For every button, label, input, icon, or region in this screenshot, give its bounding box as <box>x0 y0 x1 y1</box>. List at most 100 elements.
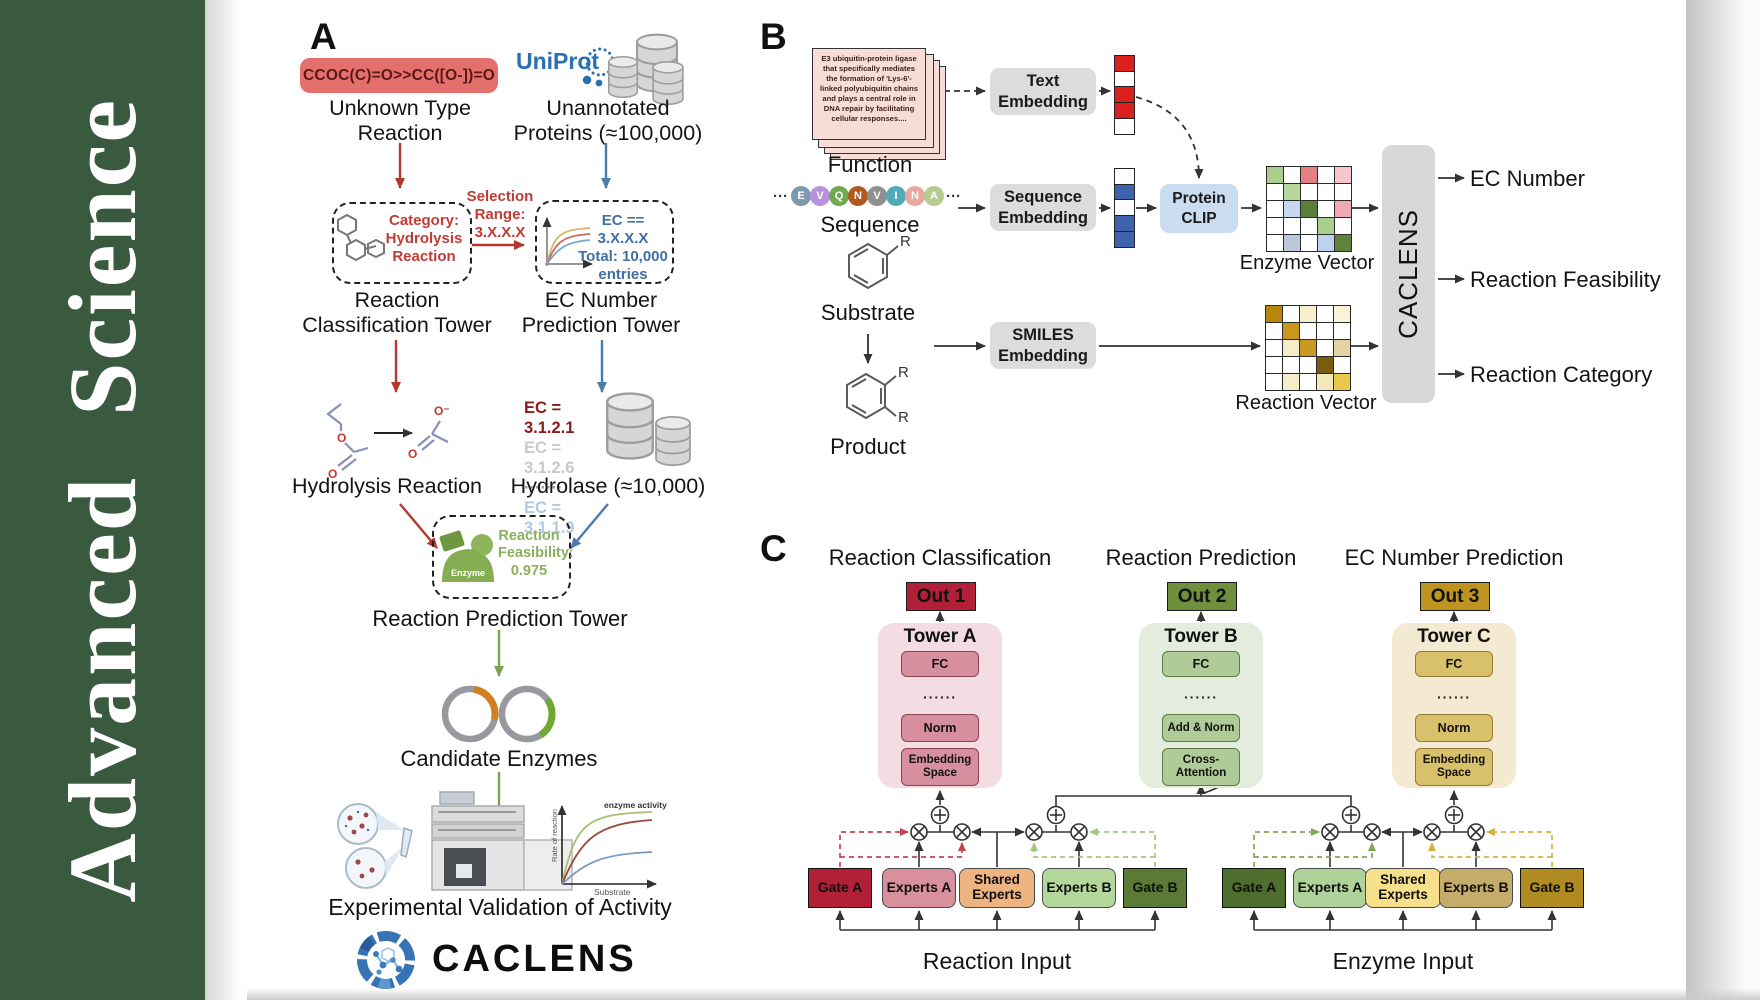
plot-curve-label: enzyme activity <box>604 800 667 810</box>
enzyme-vector-matrix <box>1266 166 1353 253</box>
gate-routes <box>839 828 1553 867</box>
page-edge-gradient <box>1686 0 1760 1000</box>
tower-c: Tower C FC ······ Norm Embedding Space <box>1392 623 1516 788</box>
sum-node <box>930 805 950 825</box>
substrate-label: Substrate <box>820 300 916 325</box>
panel-b-arrows <box>863 86 1465 379</box>
tower-a-norm: Norm <box>901 714 979 742</box>
enzyme-shared-experts: Shared Experts <box>1365 868 1441 908</box>
kinetics-icon <box>542 217 593 269</box>
enzyme-input-label: Enzyme Input <box>1332 948 1474 974</box>
product-node <box>910 823 928 841</box>
enzyme-icon: Enzyme <box>439 530 494 582</box>
unannotated-proteins-label: Unannotated Proteins (≈100,000) <box>513 96 703 146</box>
feasibility-text: Reaction Feasibility: 0.975 <box>498 528 574 579</box>
hplc-instrument-icon <box>431 791 573 891</box>
text-embedding-vector <box>1114 55 1135 136</box>
residue-token: V <box>867 186 887 206</box>
enzyme-badge-text: Enzyme <box>451 568 485 578</box>
ester-structure-icon <box>326 403 369 471</box>
residue-token: V <box>810 186 830 206</box>
matrix-cell <box>1281 355 1301 375</box>
classification-tower-label: Reaction Classification Tower <box>302 288 492 338</box>
feasibility-box <box>432 515 571 599</box>
uniprot-wordmark: UniProt <box>516 48 600 74</box>
substrate-structure-icon <box>848 242 899 290</box>
protein-clip-box: Protein CLIP <box>1160 184 1238 233</box>
sequence-tokens: ··· E V Q N V I N A ··· <box>770 186 970 206</box>
matrix-cell <box>1332 321 1352 341</box>
matrix-cell <box>1298 355 1318 375</box>
column-title-ec-number-prediction: EC Number Prediction <box>1344 545 1564 570</box>
tower-a-name: Tower A <box>903 626 977 647</box>
panel-b-label: B <box>760 16 787 57</box>
product-node <box>1025 823 1043 841</box>
category-text: Category: Hydrolysis Reaction <box>385 212 463 265</box>
sequence-embedding-vector <box>1114 168 1135 249</box>
product-r2-label: R <box>898 409 909 426</box>
matrix-cell <box>1315 355 1335 375</box>
function-card: E3 ubiquitin-protein ligase that specifi… <box>812 48 926 140</box>
product-label: Product <box>830 434 906 459</box>
out-1-box: Out 1 <box>906 582 976 611</box>
reaction-shared-experts: Shared Experts <box>959 868 1035 908</box>
enzyme-experts-b: Experts B <box>1439 868 1513 908</box>
matrix-cell <box>1266 166 1285 185</box>
sum-product-nodes <box>910 805 1485 841</box>
substrate-r-label: R <box>900 233 911 250</box>
reaction-experts-a: Experts A <box>882 868 956 908</box>
unknown-reaction-label: Unknown Type Reaction <box>329 96 471 146</box>
product-node <box>1321 823 1339 841</box>
sequence-ellipsis: ··· <box>773 187 788 205</box>
matrix-cell <box>1298 321 1318 341</box>
matrix-cell <box>1265 305 1284 324</box>
matrix-cell <box>1299 199 1319 219</box>
matrix-cell <box>1266 216 1285 236</box>
residue-token: N <box>905 186 925 206</box>
matrix-cell <box>1265 372 1284 392</box>
ec-number-item: EC = 3.1.2.6 <box>524 439 575 477</box>
sum-node <box>1341 805 1361 825</box>
residue-token: A <box>924 186 944 206</box>
matrix-cell <box>1315 321 1335 341</box>
function-label: Function <box>827 152 913 177</box>
output-reaction-category: Reaction Category <box>1470 362 1653 387</box>
ec-number-item: EC = 3.1.2.1 <box>524 399 575 437</box>
matrix-cell <box>1316 199 1336 219</box>
vector-cell <box>1114 117 1135 136</box>
matrix-cell <box>1281 305 1301 324</box>
validation-label: Experimental Validation of Activity <box>328 894 672 920</box>
product-r1-label: R <box>898 364 909 381</box>
matrix-cell <box>1265 355 1284 375</box>
hydrolase-label: Hydrolase (≈10,000) <box>510 474 706 498</box>
sum-node <box>1046 805 1066 825</box>
sequence-ellipsis: ··· <box>946 187 961 205</box>
enzyme-vector-label: Enzyme Vector <box>1239 252 1375 274</box>
smiles-reaction-box: CCOC(C)=O>>CC([O-])=O <box>300 58 498 93</box>
sequence-label: Sequence <box>820 212 920 237</box>
product-node <box>1363 823 1381 841</box>
matrix-cell <box>1298 372 1318 392</box>
reaction-vector-label: Reaction Vector <box>1235 392 1377 414</box>
ec-number-list: EC = 3.1.2.1 EC = 3.1.2.6 ······· EC = 3.1.… <box>524 398 610 538</box>
journal-sidebar <box>0 0 205 1000</box>
matrix-cell <box>1298 305 1318 324</box>
matrix-cell <box>1332 305 1352 324</box>
enzyme-gate-b: Gate B <box>1520 868 1584 908</box>
panel-a-arrows <box>374 143 611 819</box>
ec-number-item: ······· <box>524 479 563 497</box>
matrix-cell <box>1332 372 1352 392</box>
output-reaction-feasibility: Reaction Feasibility <box>1470 267 1661 292</box>
matrix-cell <box>1316 166 1336 185</box>
column-title-reaction-prediction: Reaction Prediction <box>1105 545 1297 570</box>
matrix-cell <box>1333 233 1353 253</box>
page-bottom-gradient <box>247 988 1760 1000</box>
matrix-cell <box>1316 216 1336 236</box>
tower-b-add-norm: Add & Norm <box>1162 714 1240 742</box>
ec-tower-label: EC Number Prediction Tower <box>521 288 681 338</box>
matrix-cell <box>1333 182 1353 202</box>
tower-a-fc: FC <box>901 651 979 677</box>
ester-o-atom: O <box>337 431 346 445</box>
panel-a-label: A <box>310 16 337 57</box>
